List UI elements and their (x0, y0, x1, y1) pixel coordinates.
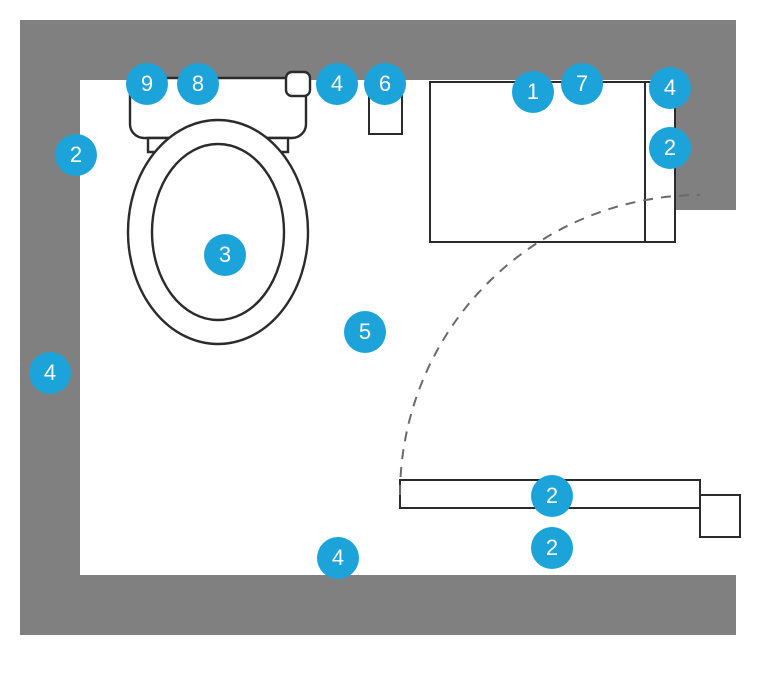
marker-6: 6 (364, 63, 406, 105)
toilet-neck (148, 138, 288, 152)
toilet-seat-outer (128, 120, 308, 344)
marker-2: 2 (649, 127, 691, 169)
toilet (128, 72, 310, 344)
door-jamb (700, 495, 740, 537)
floor-plan-canvas: 984617422354224 (0, 0, 760, 689)
toilet-seat-inner (152, 144, 284, 320)
marker-2: 2 (531, 475, 573, 517)
marker-4: 4 (317, 537, 359, 579)
marker-1: 1 (512, 71, 554, 113)
wall-left (20, 20, 80, 635)
marker-2: 2 (531, 527, 573, 569)
marker-3: 3 (204, 234, 246, 276)
marker-4: 4 (316, 63, 358, 105)
wall-right-upper (676, 20, 736, 210)
marker-7: 7 (561, 63, 603, 105)
marker-4: 4 (29, 352, 71, 394)
wall-bottom (20, 575, 736, 635)
marker-4: 4 (649, 67, 691, 109)
marker-5: 5 (344, 311, 386, 353)
door-swing-arc (400, 195, 700, 495)
marker-2: 2 (55, 134, 97, 176)
marker-9: 9 (126, 63, 168, 105)
marker-8: 8 (177, 63, 219, 105)
